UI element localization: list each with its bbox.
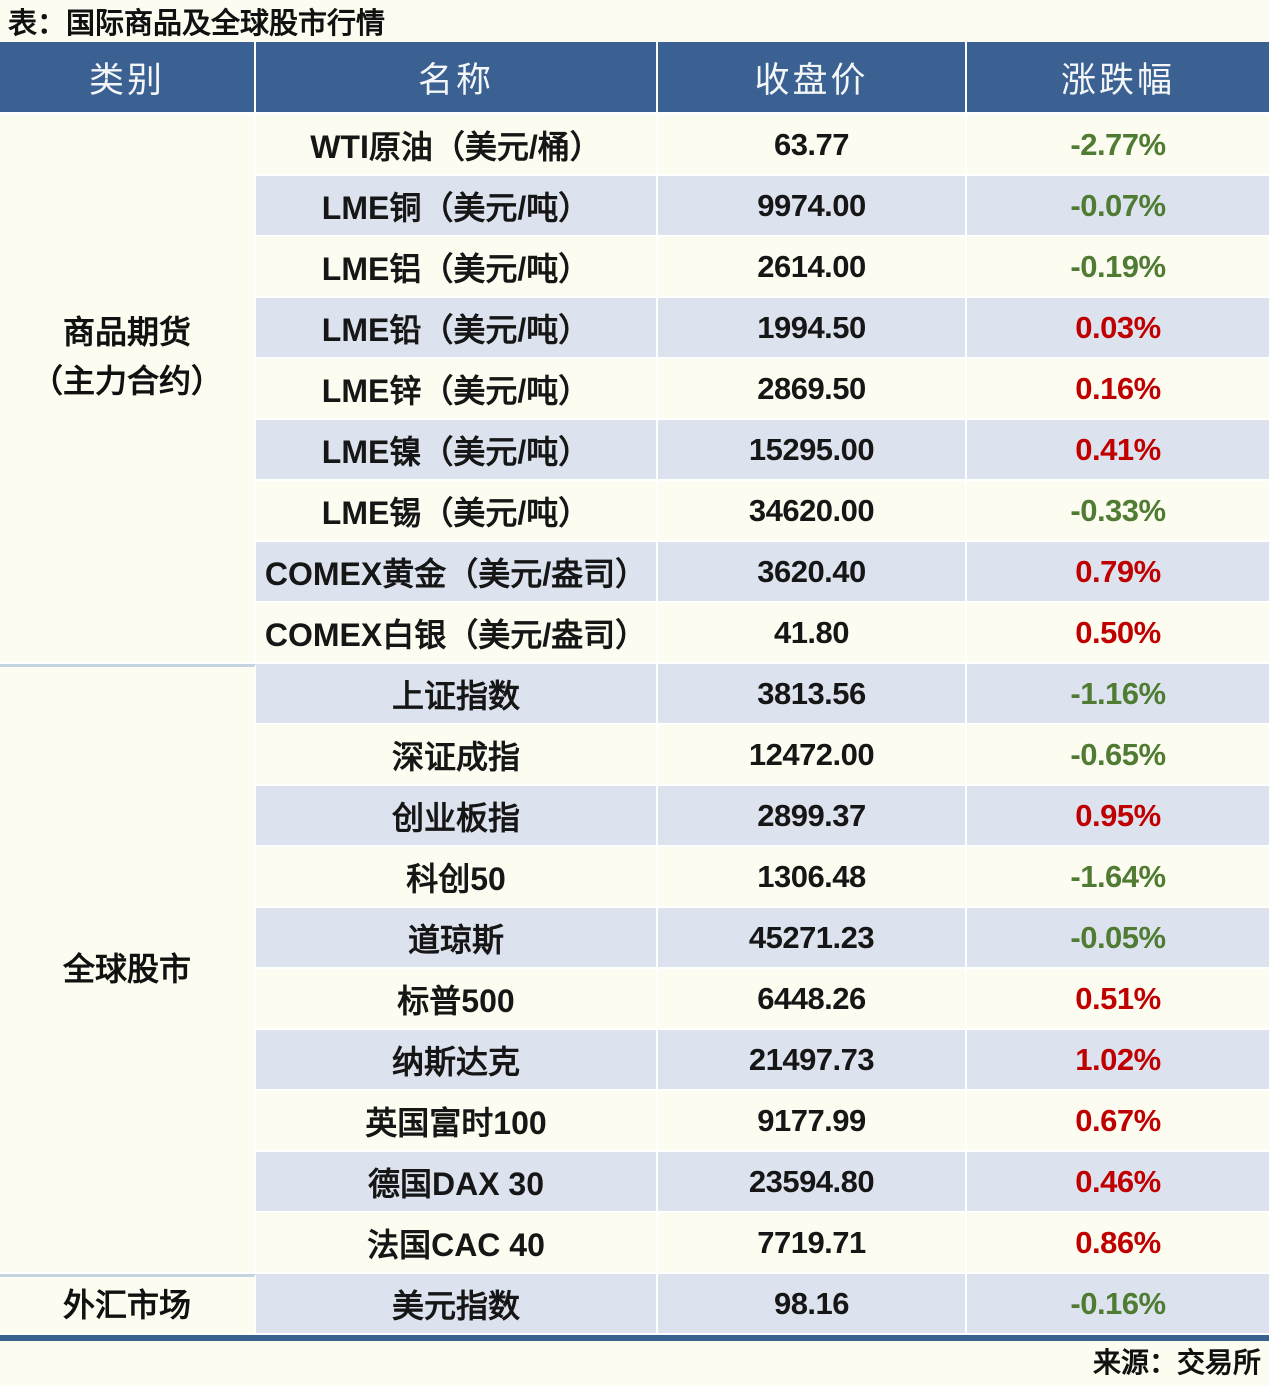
- instrument-name-cell: 上证指数: [256, 664, 658, 725]
- change-percent-cell: 0.46%: [967, 1152, 1269, 1213]
- close-price-cell: 98.16: [658, 1274, 967, 1335]
- category-cell: 商品期货 （主力合约）: [0, 115, 256, 664]
- close-price-cell: 3813.56: [658, 664, 967, 725]
- close-price-cell: 7719.71: [658, 1213, 967, 1274]
- instrument-name-cell: WTI原油（美元/桶）: [256, 115, 658, 176]
- close-price-cell: 23594.80: [658, 1152, 967, 1213]
- instrument-name-cell: 道琼斯: [256, 908, 658, 969]
- category-label-line: 外汇市场: [62, 1286, 191, 1323]
- change-percent-cell: -0.19%: [967, 237, 1269, 298]
- close-price-cell: 9177.99: [658, 1091, 967, 1152]
- header-cell-category: 类别: [0, 42, 256, 115]
- category-label-line: 全球股市: [62, 951, 191, 987]
- change-percent-cell: 0.79%: [967, 542, 1269, 603]
- change-percent-cell: 0.50%: [967, 603, 1269, 664]
- category-cell: 外汇市场: [0, 1274, 256, 1335]
- instrument-name-cell: 纳斯达克: [256, 1030, 658, 1091]
- instrument-name-cell: LME镍（美元/吨）: [256, 420, 658, 481]
- close-price-cell: 21497.73: [658, 1030, 967, 1091]
- instrument-name-cell: 科创50: [256, 847, 658, 908]
- instrument-name-cell: 创业板指: [256, 786, 658, 847]
- instrument-name-cell: 标普500: [256, 969, 658, 1030]
- header-cell-change: 涨跌幅: [967, 42, 1269, 115]
- close-price-cell: 1994.50: [658, 298, 967, 359]
- instrument-name-cell: 德国DAX 30: [256, 1152, 658, 1213]
- change-percent-cell: -0.16%: [967, 1274, 1269, 1335]
- category-cell: 全球股市: [0, 664, 256, 1274]
- change-percent-cell: -2.77%: [967, 115, 1269, 176]
- instrument-name-cell: LME锌（美元/吨）: [256, 359, 658, 420]
- change-percent-cell: -0.33%: [967, 481, 1269, 542]
- change-percent-cell: -0.05%: [967, 908, 1269, 969]
- instrument-name-cell: 英国富时100: [256, 1091, 658, 1152]
- source-note: 来源：交易所: [1092, 1346, 1261, 1378]
- table-bottom-rule: [0, 1335, 1269, 1341]
- change-percent-cell: 0.41%: [967, 420, 1269, 481]
- instrument-name-cell: LME铝（美元/吨）: [256, 237, 658, 298]
- instrument-name-cell: LME铅（美元/吨）: [256, 298, 658, 359]
- category-label-line: 商品期货: [62, 313, 191, 350]
- close-price-cell: 41.80: [658, 603, 967, 664]
- close-price-cell: 45271.23: [658, 908, 967, 969]
- close-price-cell: 2899.37: [658, 786, 967, 847]
- change-percent-cell: -1.64%: [967, 847, 1269, 908]
- change-percent-cell: -0.65%: [967, 725, 1269, 786]
- instrument-name-cell: 美元指数: [256, 1274, 658, 1335]
- market-table: 类别 名称 收盘价 涨跌幅 商品期货 （主力合约） WTI原油（美元/桶） 63.77…: [0, 42, 1269, 1335]
- change-percent-cell: -1.16%: [967, 664, 1269, 725]
- close-price-cell: 2869.50: [658, 359, 967, 420]
- close-price-cell: 15295.00: [658, 420, 967, 481]
- close-price-cell: 12472.00: [658, 725, 967, 786]
- change-percent-cell: 0.86%: [967, 1213, 1269, 1274]
- close-price-cell: 6448.26: [658, 969, 967, 1030]
- category-label: 外汇市场: [63, 1281, 191, 1330]
- close-price-cell: 3620.40: [658, 542, 967, 603]
- header-cell-name: 名称: [256, 42, 658, 115]
- change-percent-cell: 0.03%: [967, 298, 1269, 359]
- instrument-name-cell: COMEX黄金（美元/盎司）: [256, 542, 658, 603]
- header-cell-close: 收盘价: [658, 42, 967, 115]
- page-title: 表：国际商品及全球股市行情: [8, 8, 386, 40]
- instrument-name-cell: 法国CAC 40: [256, 1213, 658, 1274]
- category-label: 商品期货 （主力合约）: [31, 308, 223, 406]
- close-price-cell: 63.77: [658, 115, 967, 176]
- close-price-cell: 1306.48: [658, 847, 967, 908]
- category-label-line: （主力合约）: [30, 362, 223, 399]
- instrument-name-cell: LME锡（美元/吨）: [256, 481, 658, 542]
- change-percent-cell: 0.16%: [967, 359, 1269, 420]
- close-price-cell: 9974.00: [658, 176, 967, 237]
- change-percent-cell: 0.51%: [967, 969, 1269, 1030]
- change-percent-cell: 1.02%: [967, 1030, 1269, 1091]
- close-price-cell: 34620.00: [658, 481, 967, 542]
- category-label: 全球股市: [63, 945, 191, 994]
- instrument-name-cell: COMEX白银（美元/盎司）: [256, 603, 658, 664]
- change-percent-cell: 0.67%: [967, 1091, 1269, 1152]
- instrument-name-cell: 深证成指: [256, 725, 658, 786]
- change-percent-cell: 0.95%: [967, 786, 1269, 847]
- instrument-name-cell: LME铜（美元/吨）: [256, 176, 658, 237]
- change-percent-cell: -0.07%: [967, 176, 1269, 237]
- close-price-cell: 2614.00: [658, 237, 967, 298]
